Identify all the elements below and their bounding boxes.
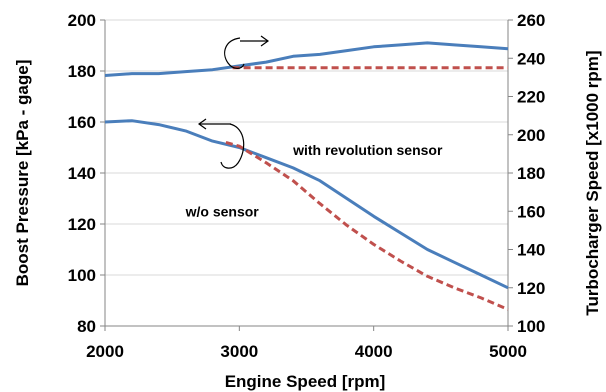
left-y-tick-label: 100 [68,266,96,285]
right-y-tick-label: 220 [517,88,545,107]
right-y-tick-label: 120 [517,279,545,298]
right-y-tick-label: 160 [517,202,545,221]
left-y-tick-label: 180 [68,62,96,81]
right-y-tick-label: 140 [517,241,545,260]
right-y-tick-label: 200 [517,126,545,145]
right-y-tick-label: 100 [517,317,545,336]
left-y-tick-label: 140 [68,164,96,183]
axis-indicator-arrows [197,35,270,169]
left-y-tick-label: 160 [68,113,96,132]
left-axis-arrow-curve [220,123,245,169]
x-tick-label: 5000 [489,342,527,361]
right-y-axis-title: Turbocharger Speed [x1000 rpm] [583,50,602,315]
x-tick-label: 3000 [220,342,258,361]
right-y-tick-label: 180 [517,164,545,183]
annotation-with-sensor: with revolution sensor [292,142,443,158]
series-lines [104,41,509,311]
left-y-axis-title: Boost Pressure [kPa - gage] [13,60,32,287]
x-axis-title: Engine Speed [rpm] [225,372,386,391]
left-y-tick-label: 120 [68,215,96,234]
right-y-tick-label: 260 [517,11,545,30]
right-axis-arrow-curve [224,37,245,69]
x-tick-label: 2000 [86,342,124,361]
left-y-tick-label: 200 [68,11,96,30]
x-tick-label: 4000 [355,342,393,361]
series-line-2 [104,119,509,290]
right-axis-arrow-head [260,35,270,47]
right-y-tick-label: 240 [517,49,545,68]
left-axis-arrow-head [197,118,207,130]
annotation-without-sensor: w/o sensor [185,203,260,219]
series-line-3 [225,140,509,311]
left-y-tick-label: 80 [77,317,96,336]
axes [100,19,513,331]
tick-labels: 80 100 120 140 160 180 200 100 120 140 160 180 200 22… [68,11,546,361]
series-line-0 [104,41,509,77]
